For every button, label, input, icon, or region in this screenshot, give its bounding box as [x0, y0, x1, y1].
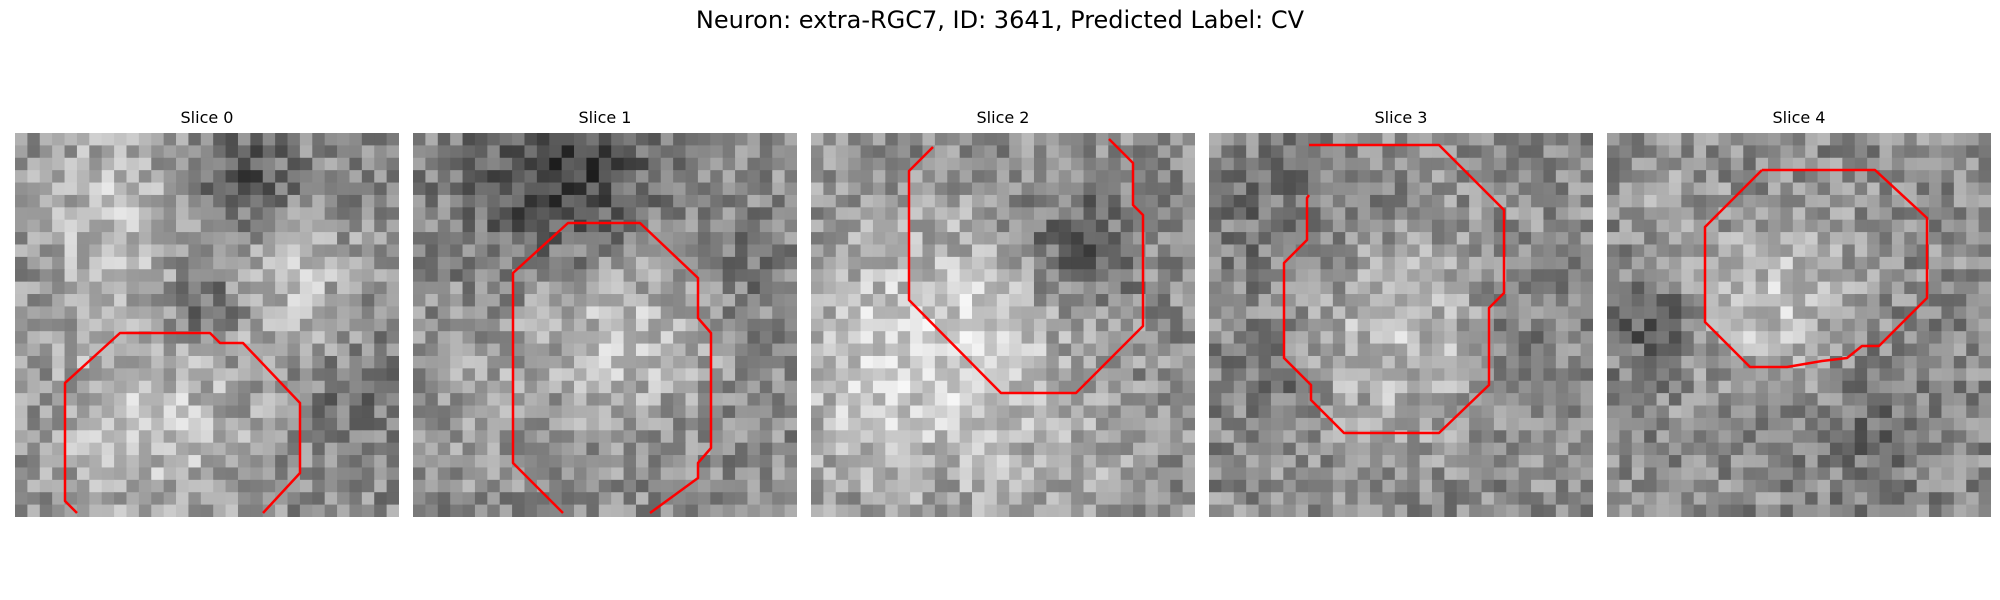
slice-title-4: Slice 4	[1772, 108, 1826, 127]
slice-title-3: Slice 3	[1374, 108, 1428, 127]
slice-panel-1: Slice 1	[413, 108, 797, 517]
slice-panel-3: Slice 3	[1209, 108, 1593, 517]
slice-image-1	[413, 133, 797, 517]
segmentation-contour	[1703, 168, 1929, 369]
segmentation-contour	[63, 331, 302, 514]
figure-title: Neuron: extra-RGC7, ID: 3641, Predicted …	[695, 6, 1305, 34]
slice-panel-2: Slice 2	[811, 108, 1195, 517]
slice-image-2	[811, 133, 1195, 517]
slice-title-1: Slice 1	[578, 108, 632, 127]
slice-title-2: Slice 2	[976, 108, 1030, 127]
segmentation-contour	[907, 138, 1145, 395]
segmentation-contour	[1282, 143, 1506, 435]
slice-image-3	[1209, 133, 1593, 517]
slice-panel-0: Slice 0	[15, 108, 399, 517]
segmentation-contour	[511, 221, 713, 515]
slice-title-0: Slice 0	[180, 108, 234, 127]
slice-panel-4: Slice 4	[1607, 108, 1991, 517]
slice-image-4	[1607, 133, 1991, 517]
slice-image-0	[15, 133, 399, 517]
